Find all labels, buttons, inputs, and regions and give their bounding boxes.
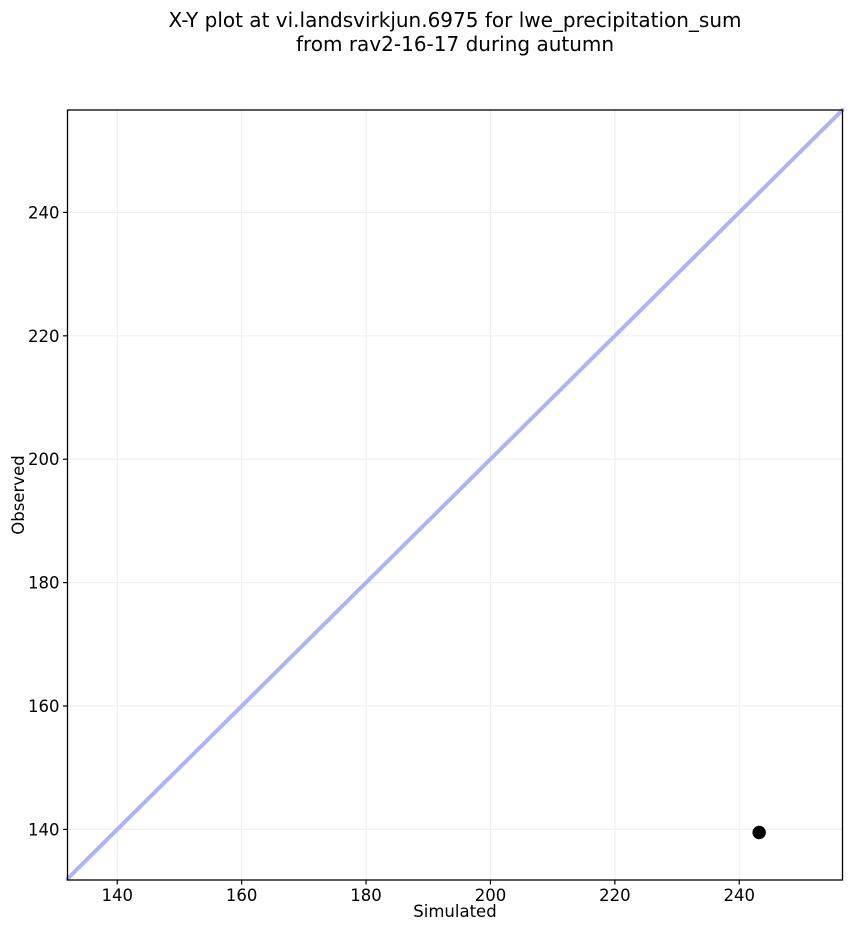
plot-border [66,109,844,881]
x-tick-label: 200 [475,886,507,905]
x-tick-label: 220 [599,886,631,905]
x-tick-label: 140 [102,886,134,905]
y-axis-label: Observed [9,455,28,534]
chart-title-line1: X-Y plot at vi.landsvirkjun.6975 for lwe… [168,8,742,32]
y-tick-label: 200 [28,450,60,469]
data-point [752,825,766,840]
chart-title: X-Y plot at vi.landsvirkjun.6975 for lwe… [67,8,843,56]
y-tick-label: 160 [28,697,60,716]
x-tick-label: 240 [723,886,755,905]
identity-line [65,108,845,881]
x-tick-label: 160 [226,886,258,905]
y-tick-label: 220 [28,327,60,346]
y-tick-label: 140 [28,820,60,839]
chart-title-line2: from rav2-16-17 during autumn [295,31,615,56]
y-tick-label: 240 [28,203,60,222]
x-tick-label: 180 [350,886,382,905]
x-axis-label: Simulated [413,902,496,921]
y-tick-label: 180 [28,574,60,593]
